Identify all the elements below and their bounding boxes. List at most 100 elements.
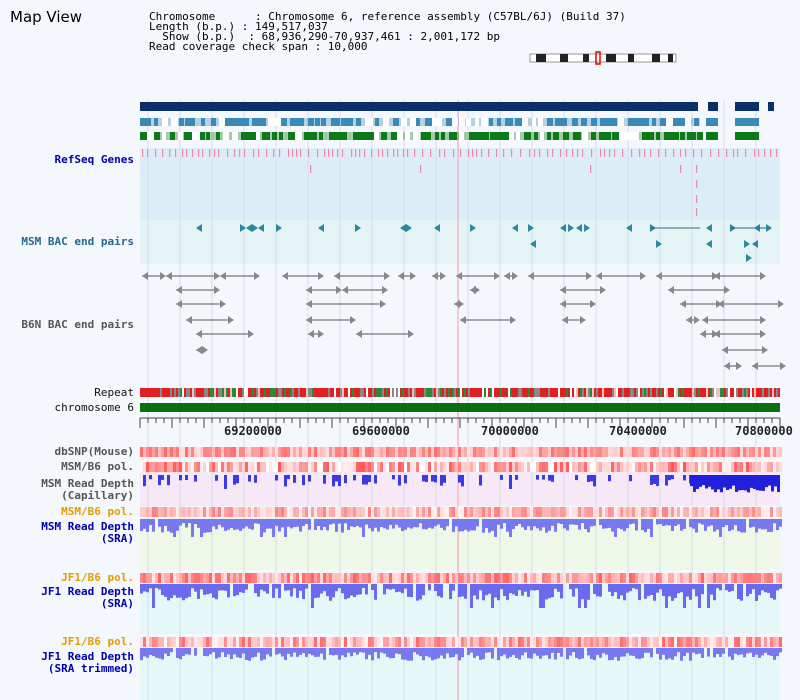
read-depth-bar bbox=[464, 519, 467, 530]
polymorphism-heat-cell bbox=[521, 462, 524, 472]
polymorphism-heat-cell bbox=[380, 462, 383, 472]
polymorphism-heat-cell bbox=[143, 637, 146, 647]
polymorphism-heat-cell bbox=[419, 447, 422, 457]
polymorphism-heat-cell bbox=[668, 507, 671, 517]
gene-segment bbox=[643, 118, 649, 126]
read-depth-bar bbox=[719, 519, 722, 537]
polymorphism-heat-cell bbox=[146, 447, 149, 457]
read-depth-bar bbox=[158, 648, 161, 659]
b6n-bac-end bbox=[724, 286, 730, 294]
read-depth-bar bbox=[530, 648, 533, 659]
polymorphism-heat-cell bbox=[155, 462, 158, 472]
gene-segment bbox=[425, 118, 432, 126]
gene-segment bbox=[304, 132, 313, 140]
read-depth-bar bbox=[401, 648, 404, 660]
read-depth-bar bbox=[404, 475, 407, 484]
label-msm-b6-pol-2: MSM/B6 pol. bbox=[61, 505, 134, 518]
polymorphism-heat-cell bbox=[437, 447, 440, 457]
msm-bac-end bbox=[258, 224, 264, 232]
repeat-mark bbox=[390, 388, 392, 397]
repeat-mark bbox=[466, 388, 468, 397]
polymorphism-heat-cell bbox=[605, 507, 608, 517]
read-depth-bar bbox=[479, 475, 482, 486]
polymorphism-heat-cell bbox=[140, 462, 143, 472]
polymorphism-heat-cell bbox=[425, 462, 428, 472]
gene-segment bbox=[670, 132, 679, 140]
read-depth-bar bbox=[164, 584, 167, 597]
polymorphism-heat-cell bbox=[635, 462, 638, 472]
polymorphism-heat-cell bbox=[194, 573, 197, 583]
gene-segment bbox=[171, 118, 178, 126]
read-depth-bar bbox=[332, 475, 335, 487]
polymorphism-heat-cell bbox=[560, 573, 563, 583]
polymorphism-heat-cell bbox=[476, 507, 479, 517]
read-depth-bar bbox=[467, 519, 470, 532]
polymorphism-heat-cell bbox=[632, 447, 635, 457]
polymorphism-heat-cell bbox=[653, 507, 656, 517]
polymorphism-heat-cell bbox=[494, 447, 497, 457]
polymorphism-heat-cell bbox=[146, 462, 149, 472]
refseq-mark bbox=[420, 165, 422, 173]
repeat-mark bbox=[660, 388, 662, 397]
repeat-mark bbox=[418, 388, 420, 397]
polymorphism-heat-cell bbox=[713, 573, 716, 583]
repeat-mark bbox=[376, 388, 378, 397]
polymorphism-heat-cell bbox=[605, 637, 608, 647]
polymorphism-heat-cell bbox=[680, 573, 683, 583]
polymorphism-heat-cell bbox=[422, 447, 425, 457]
repeat-mark bbox=[406, 388, 408, 397]
read-depth-bar bbox=[263, 584, 266, 592]
polymorphism-heat-cell bbox=[629, 507, 632, 517]
repeat-mark bbox=[648, 388, 650, 397]
repeat-mark bbox=[330, 388, 332, 397]
refseq-mark bbox=[696, 180, 698, 188]
polymorphism-heat-cell bbox=[452, 637, 455, 647]
read-depth-bar bbox=[158, 475, 161, 486]
read-depth-bar bbox=[743, 519, 746, 533]
repeat-mark bbox=[174, 388, 176, 397]
gene-segment bbox=[466, 118, 471, 126]
polymorphism-heat-cell bbox=[230, 462, 233, 472]
polymorphism-heat-cell bbox=[332, 447, 335, 457]
repeat-mark bbox=[148, 388, 150, 397]
read-depth-bar bbox=[374, 584, 377, 600]
polymorphism-heat-cell bbox=[518, 637, 521, 647]
msm-bac-end bbox=[656, 240, 662, 248]
polymorphism-heat-cell bbox=[680, 637, 683, 647]
repeat-mark bbox=[206, 388, 208, 397]
polymorphism-heat-cell bbox=[587, 637, 590, 647]
polymorphism-heat-cell bbox=[482, 507, 485, 517]
read-depth-bar bbox=[350, 584, 353, 596]
polymorphism-heat-cell bbox=[728, 462, 731, 472]
polymorphism-heat-cell bbox=[584, 462, 587, 472]
b6n-bac-end bbox=[382, 286, 388, 294]
polymorphism-heat-cell bbox=[593, 637, 596, 647]
read-depth-bar bbox=[548, 584, 551, 599]
repeat-mark bbox=[346, 388, 348, 397]
read-depth-bar bbox=[509, 584, 512, 594]
repeat-mark bbox=[382, 388, 384, 397]
b6n-bac-end bbox=[702, 316, 708, 324]
read-depth-bar bbox=[182, 519, 185, 524]
read-depth-bar bbox=[500, 648, 503, 657]
polymorphism-heat-cell bbox=[269, 462, 272, 472]
polymorphism-heat-cell bbox=[275, 447, 278, 457]
b6n-bac-end bbox=[176, 300, 182, 308]
polymorphism-heat-cell bbox=[485, 637, 488, 647]
read-depth-bar bbox=[683, 648, 686, 656]
read-depth-bar bbox=[698, 519, 701, 524]
read-depth-bar bbox=[314, 584, 317, 598]
polymorphism-heat-cell bbox=[290, 637, 293, 647]
refseq-mark bbox=[600, 149, 602, 157]
read-depth-bar bbox=[323, 475, 326, 484]
read-depth-bar bbox=[452, 519, 455, 532]
repeat-mark bbox=[424, 388, 426, 397]
polymorphism-heat-cell bbox=[659, 573, 662, 583]
polymorphism-heat-cell bbox=[653, 447, 656, 457]
polymorphism-heat-cell bbox=[377, 447, 380, 457]
polymorphism-heat-cell bbox=[521, 637, 524, 647]
gene-segment bbox=[349, 118, 353, 126]
polymorphism-heat-cell bbox=[350, 447, 353, 457]
polymorphism-heat-cell bbox=[503, 573, 506, 583]
